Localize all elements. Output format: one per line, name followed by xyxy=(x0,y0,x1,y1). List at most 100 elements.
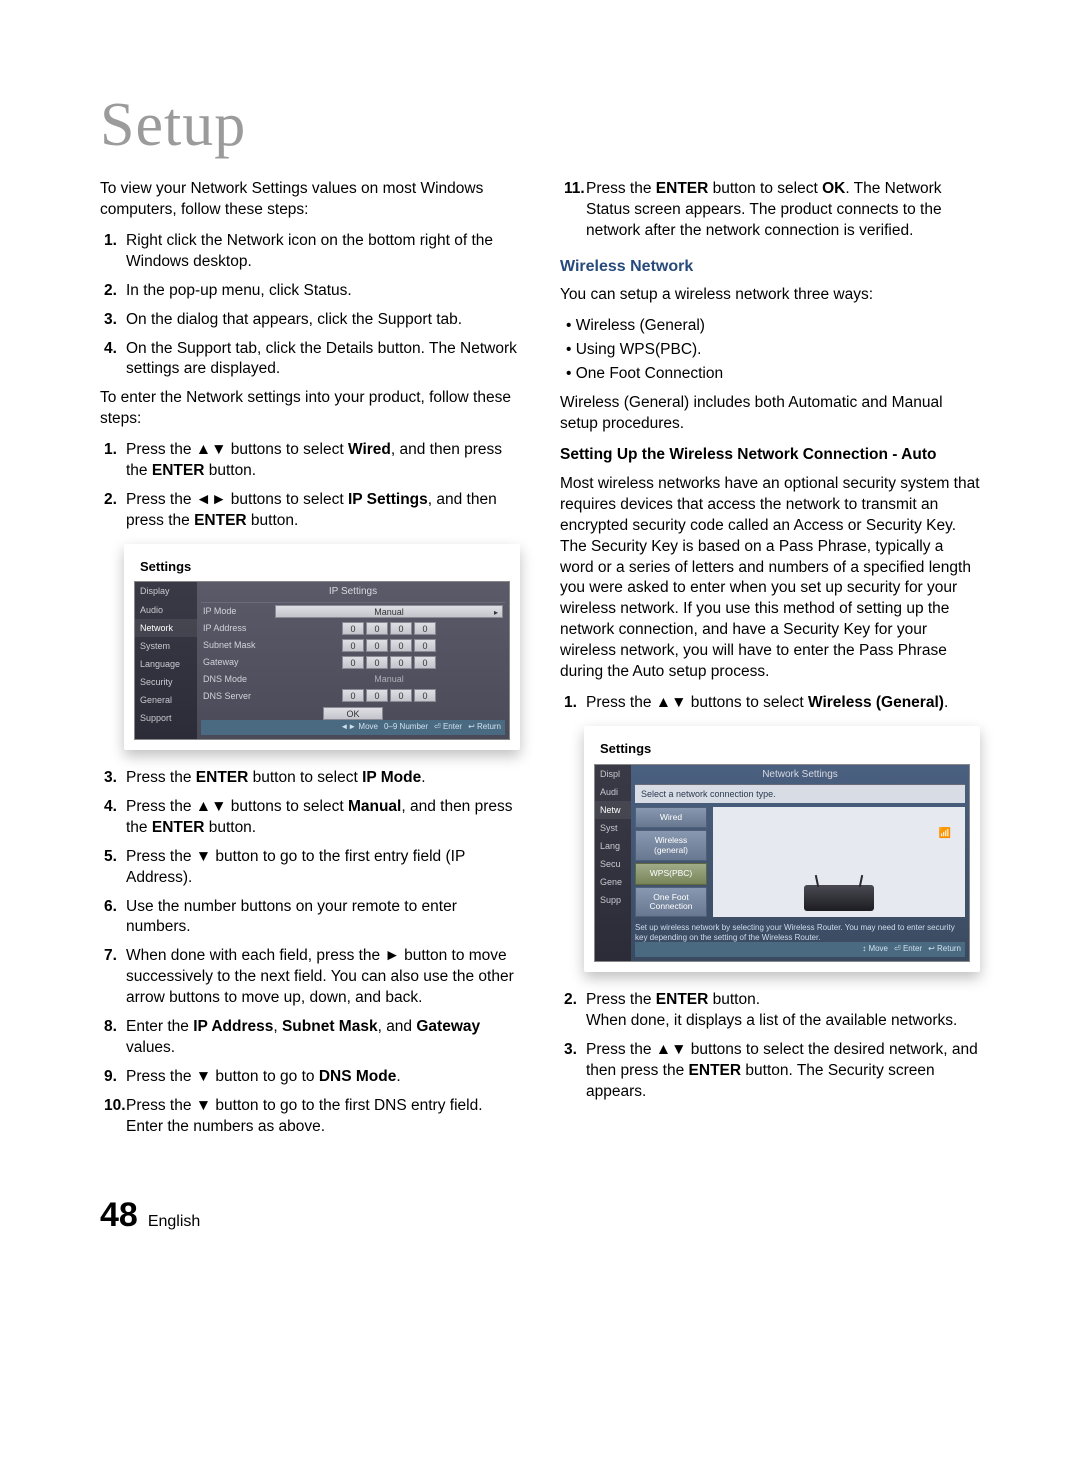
hint: 0–9 Number xyxy=(384,722,428,733)
step-num: 6. xyxy=(100,897,126,939)
ip-octet[interactable]: 0 xyxy=(414,622,436,635)
ip-octet[interactable]: 0 xyxy=(390,656,412,669)
step-text: Press the ▲▼ buttons to select Wired, an… xyxy=(126,440,520,482)
row-label: IP Mode xyxy=(203,605,275,617)
ip-octet[interactable]: 0 xyxy=(414,639,436,652)
sidebar-item: Audio xyxy=(135,601,197,619)
option-one-foot[interactable]: One Foot Connection xyxy=(635,887,707,918)
step-num: 1. xyxy=(100,440,126,482)
bullet: Wireless (General) xyxy=(566,316,980,337)
panel-main: Network Settings Select a network connec… xyxy=(631,765,969,962)
step-num: 4. xyxy=(100,339,126,381)
step-num: 2. xyxy=(100,281,126,302)
sidebar-item: System xyxy=(135,637,197,655)
step-text: Press the ▲▼ buttons to select Wireless … xyxy=(586,693,980,714)
step-num: 1. xyxy=(560,693,586,714)
intro2-text: To enter the Network settings into your … xyxy=(100,388,520,430)
network-settings-screenshot: Settings Displ Audi Netw Syst Lang Secu … xyxy=(584,726,980,972)
step-text: Press the ENTER button.When done, it dis… xyxy=(586,990,980,1032)
ok-button[interactable]: OK xyxy=(323,707,383,720)
content-columns: To view your Network Settings values on … xyxy=(100,179,980,1146)
page-title: Setup xyxy=(100,90,980,161)
option-wired[interactable]: Wired xyxy=(635,807,707,828)
ip-octet[interactable]: 0 xyxy=(342,689,364,702)
ip-mode-dropdown[interactable]: Manual xyxy=(275,605,503,618)
ip-octet[interactable]: 0 xyxy=(366,656,388,669)
ip-octet[interactable]: 0 xyxy=(342,656,364,669)
step-text: Enter the IP Address, Subnet Mask, and G… xyxy=(126,1017,520,1059)
wireless-note: Wireless (General) includes both Automat… xyxy=(560,393,980,435)
right-column: 11.Press the ENTER button to select OK. … xyxy=(560,179,980,1146)
row-label: Subnet Mask xyxy=(203,639,275,651)
step-num: 5. xyxy=(100,847,126,889)
steps-continued: 3.Press the ENTER button to select IP Mo… xyxy=(100,768,520,1138)
left-column: To view your Network Settings values on … xyxy=(100,179,520,1146)
panel-title: Settings xyxy=(594,736,970,764)
step-text: When done with each field, press the ► b… xyxy=(126,946,520,1009)
wireless-bullets: Wireless (General) Using WPS(PBC). One F… xyxy=(560,316,980,385)
hint: ⏎ Enter xyxy=(434,722,462,733)
wifi-icon: 📶 xyxy=(939,827,951,841)
ip-octet[interactable]: 0 xyxy=(366,639,388,652)
option-wps-pbc[interactable]: WPS(PBC) xyxy=(635,863,707,884)
step-text: Use the number buttons on your remote to… xyxy=(126,897,520,939)
step-num: 1. xyxy=(100,231,126,273)
row-label: Gateway xyxy=(203,656,275,668)
hint: ◄► Move xyxy=(340,722,378,733)
step-text: Press the ENTER button to select OK. The… xyxy=(586,179,980,242)
step-text: Press the ENTER button to select IP Mode… xyxy=(126,768,520,789)
sidebar-item: Displ xyxy=(595,765,631,783)
step-text: Press the ▼ button to go to the first DN… xyxy=(126,1096,520,1138)
step-num: 3. xyxy=(100,768,126,789)
step-num: 4. xyxy=(100,797,126,839)
panel-title: Settings xyxy=(134,554,510,582)
step-num: 8. xyxy=(100,1017,126,1059)
sidebar-item: Language xyxy=(135,655,197,673)
sidebar-item: Network xyxy=(135,619,197,637)
option-wireless-general[interactable]: Wireless (general) xyxy=(635,830,707,861)
wireless-heading: Wireless Network xyxy=(560,256,980,278)
panel-header: Network Settings xyxy=(635,765,965,786)
panel-sidebar: Display Audio Network System Language Se… xyxy=(135,582,197,738)
panel-main: IP Settings IP ModeManual IP Address0000… xyxy=(197,582,509,738)
router-illustration: 📶 xyxy=(713,807,965,917)
row-label: IP Address xyxy=(203,622,275,634)
sidebar-item: Display xyxy=(135,582,197,600)
ip-octet[interactable]: 0 xyxy=(390,622,412,635)
ip-octet[interactable]: 0 xyxy=(366,622,388,635)
step-num: 11. xyxy=(560,179,586,242)
page-number: 48 xyxy=(100,1196,138,1235)
ip-octet[interactable]: 0 xyxy=(342,622,364,635)
hint: ↕ Move xyxy=(862,944,888,955)
ip-octet[interactable]: 0 xyxy=(342,639,364,652)
ip-octet[interactable]: 0 xyxy=(390,689,412,702)
row-label: DNS Server xyxy=(203,690,275,702)
ip-octet[interactable]: 0 xyxy=(414,656,436,669)
hint: ↩ Return xyxy=(468,722,501,733)
step-num: 9. xyxy=(100,1067,126,1088)
auto-steps-2-3: 2.Press the ENTER button.When done, it d… xyxy=(560,990,980,1103)
step-11: 11.Press the ENTER button to select OK. … xyxy=(560,179,980,242)
step-num: 7. xyxy=(100,946,126,1009)
step-text: Press the ▼ button to go to DNS Mode. xyxy=(126,1067,520,1088)
step-num: 2. xyxy=(560,990,586,1032)
panel-description: Set up wireless network by selecting you… xyxy=(635,921,965,942)
sidebar-item: General xyxy=(135,691,197,709)
step-text: On the dialog that appears, click the Su… xyxy=(126,310,520,331)
ip-octet[interactable]: 0 xyxy=(414,689,436,702)
sidebar-item: Syst xyxy=(595,819,631,837)
step-num: 2. xyxy=(100,490,126,532)
sidebar-item: Audi xyxy=(595,783,631,801)
ip-octet[interactable]: 0 xyxy=(366,689,388,702)
bullet: One Foot Connection xyxy=(566,364,980,385)
sidebar-item: Supp xyxy=(595,891,631,909)
bullet: Using WPS(PBC). xyxy=(566,340,980,361)
ip-octet[interactable]: 0 xyxy=(390,639,412,652)
panel-header: IP Settings xyxy=(201,582,505,603)
hint-bar: ↕ Move ⏎ Enter ↩ Return xyxy=(635,942,965,957)
wireless-intro: You can setup a wireless network three w… xyxy=(560,285,980,306)
panel-subtext: Select a network connection type. xyxy=(635,785,965,803)
sidebar-item: Support xyxy=(135,709,197,727)
step-text: Press the ▲▼ buttons to select Manual, a… xyxy=(126,797,520,839)
auto-setup-heading: Setting Up the Wireless Network Connecti… xyxy=(560,445,980,466)
